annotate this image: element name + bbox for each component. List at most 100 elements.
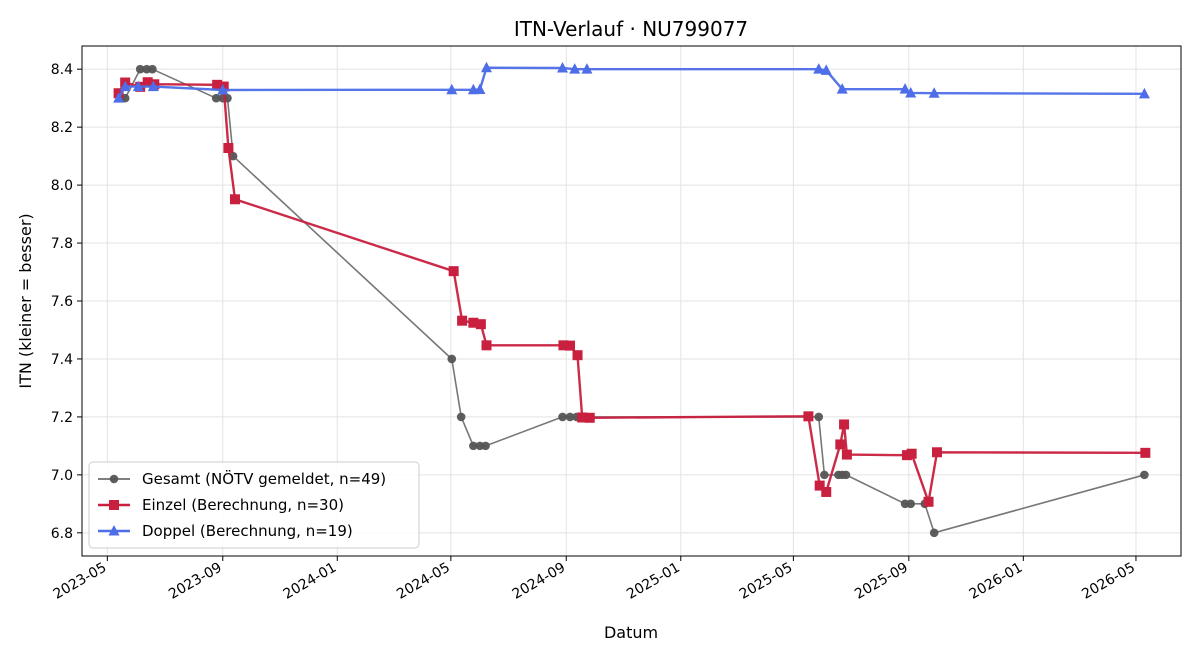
grid [82, 46, 1181, 556]
data-point [475, 319, 486, 330]
x-tick-label: 2023-09 [166, 560, 225, 603]
data-point [211, 93, 221, 103]
legend-label: Einzel (Berechnung, n=30) [142, 496, 344, 514]
data-point [132, 80, 144, 92]
data-point [147, 80, 159, 92]
data-point [923, 496, 934, 507]
x-tick-label: 2024-01 [281, 560, 340, 603]
data-point [1140, 470, 1149, 480]
x-tick-label: 2025-01 [624, 560, 683, 603]
x-tick-label: 2025-09 [852, 560, 911, 603]
data-point [565, 340, 576, 351]
data-point [135, 64, 145, 74]
data-point [813, 63, 825, 74]
data-point [814, 412, 824, 422]
legend-item: Gesamt (NÖTV gemeldet, n=49) [98, 469, 386, 488]
data-point [223, 143, 234, 153]
data-point [820, 64, 832, 75]
y-tick-label: 7.4 [51, 352, 73, 368]
data-point [456, 412, 466, 422]
data-point [229, 194, 240, 205]
data-point [803, 411, 814, 422]
data-point [905, 86, 917, 98]
data-point [119, 80, 131, 92]
y-tick-label: 7.6 [51, 294, 73, 310]
x-tick-label: 2023-05 [51, 560, 110, 603]
data-point [1140, 447, 1151, 458]
legend-marker [108, 525, 120, 536]
data-point [572, 350, 583, 361]
data-point [839, 419, 850, 430]
legend-marker [109, 500, 119, 510]
data-point [469, 441, 478, 451]
data-point [558, 340, 569, 351]
legend-item: Einzel (Berechnung, n=30) [98, 496, 344, 514]
legend-label: Doppel (Berechnung, n=19) [142, 522, 353, 540]
y-axis: 6.8 7.0 7.2 7.4 7.6 7.8 8.0 8.2 8.4 [51, 62, 82, 542]
data-point [929, 528, 939, 538]
y-tick-label: 8.2 [51, 120, 73, 136]
x-tick-label: 2025-05 [737, 560, 796, 603]
x-tick-label: 2026-01 [967, 560, 1026, 603]
legend-item: Doppel (Berechnung, n=19) [98, 522, 353, 540]
x-tick-label: 2024-05 [394, 560, 453, 603]
x-tick-label: 2024-09 [510, 560, 569, 603]
data-point [217, 84, 229, 95]
y-tick-label: 6.8 [51, 526, 73, 542]
chart-title: ITN-Verlauf · NU799077 [514, 17, 748, 41]
y-tick-label: 7.0 [51, 468, 73, 484]
y-tick-label: 7.2 [51, 410, 73, 426]
data-point [457, 315, 468, 326]
data-point [228, 151, 238, 161]
data-point [481, 441, 490, 451]
data-point [899, 83, 911, 94]
series-line [117, 66, 1145, 99]
data-point [931, 447, 942, 458]
series-triangle [113, 61, 1150, 103]
data-point [481, 340, 492, 351]
legend-box [88, 461, 420, 549]
data-point [820, 470, 829, 480]
data-point [447, 354, 457, 364]
data-point [821, 486, 832, 497]
data-point [584, 412, 595, 423]
data-point [841, 449, 852, 460]
data-point [113, 92, 125, 103]
data-point [558, 412, 567, 422]
data-point [928, 87, 940, 98]
y-tick-label: 7.8 [51, 236, 73, 252]
series-area [113, 61, 1151, 538]
data-point [841, 470, 851, 480]
y-tick-label: 8.4 [51, 62, 73, 78]
data-point [480, 61, 492, 73]
data-point [581, 63, 593, 74]
y-tick-label: 8.0 [51, 178, 73, 194]
x-tick-label: 2026-05 [1079, 560, 1138, 603]
data-point [569, 63, 581, 74]
data-point [557, 62, 569, 73]
series-square [113, 77, 1151, 507]
series-line [117, 80, 1146, 503]
legend-label: Gesamt (NÖTV gemeldet, n=49) [142, 469, 386, 488]
data-point [474, 83, 486, 94]
data-point [906, 448, 917, 459]
data-point [448, 266, 459, 277]
data-point [577, 412, 588, 423]
data-point [835, 439, 846, 450]
data-point [468, 317, 479, 328]
legend-marker [109, 474, 119, 484]
data-point [142, 77, 153, 88]
data-point [212, 79, 223, 90]
y-axis-title: ITN (kleiner = besser) [16, 213, 35, 388]
data-point [148, 64, 157, 74]
data-point [565, 412, 575, 422]
legend: Gesamt (NÖTV gemeldet, n=49) Einzel (Bere… [88, 461, 420, 549]
data-point [814, 480, 825, 491]
data-point [446, 83, 458, 95]
data-point [906, 499, 916, 509]
x-axis-title: Datum [604, 623, 658, 642]
data-point [1138, 87, 1150, 99]
data-point [836, 83, 848, 94]
x-axis: 2023-05 2023-09 2024-01 2024-05 2024-09 2025-… [51, 556, 1138, 603]
